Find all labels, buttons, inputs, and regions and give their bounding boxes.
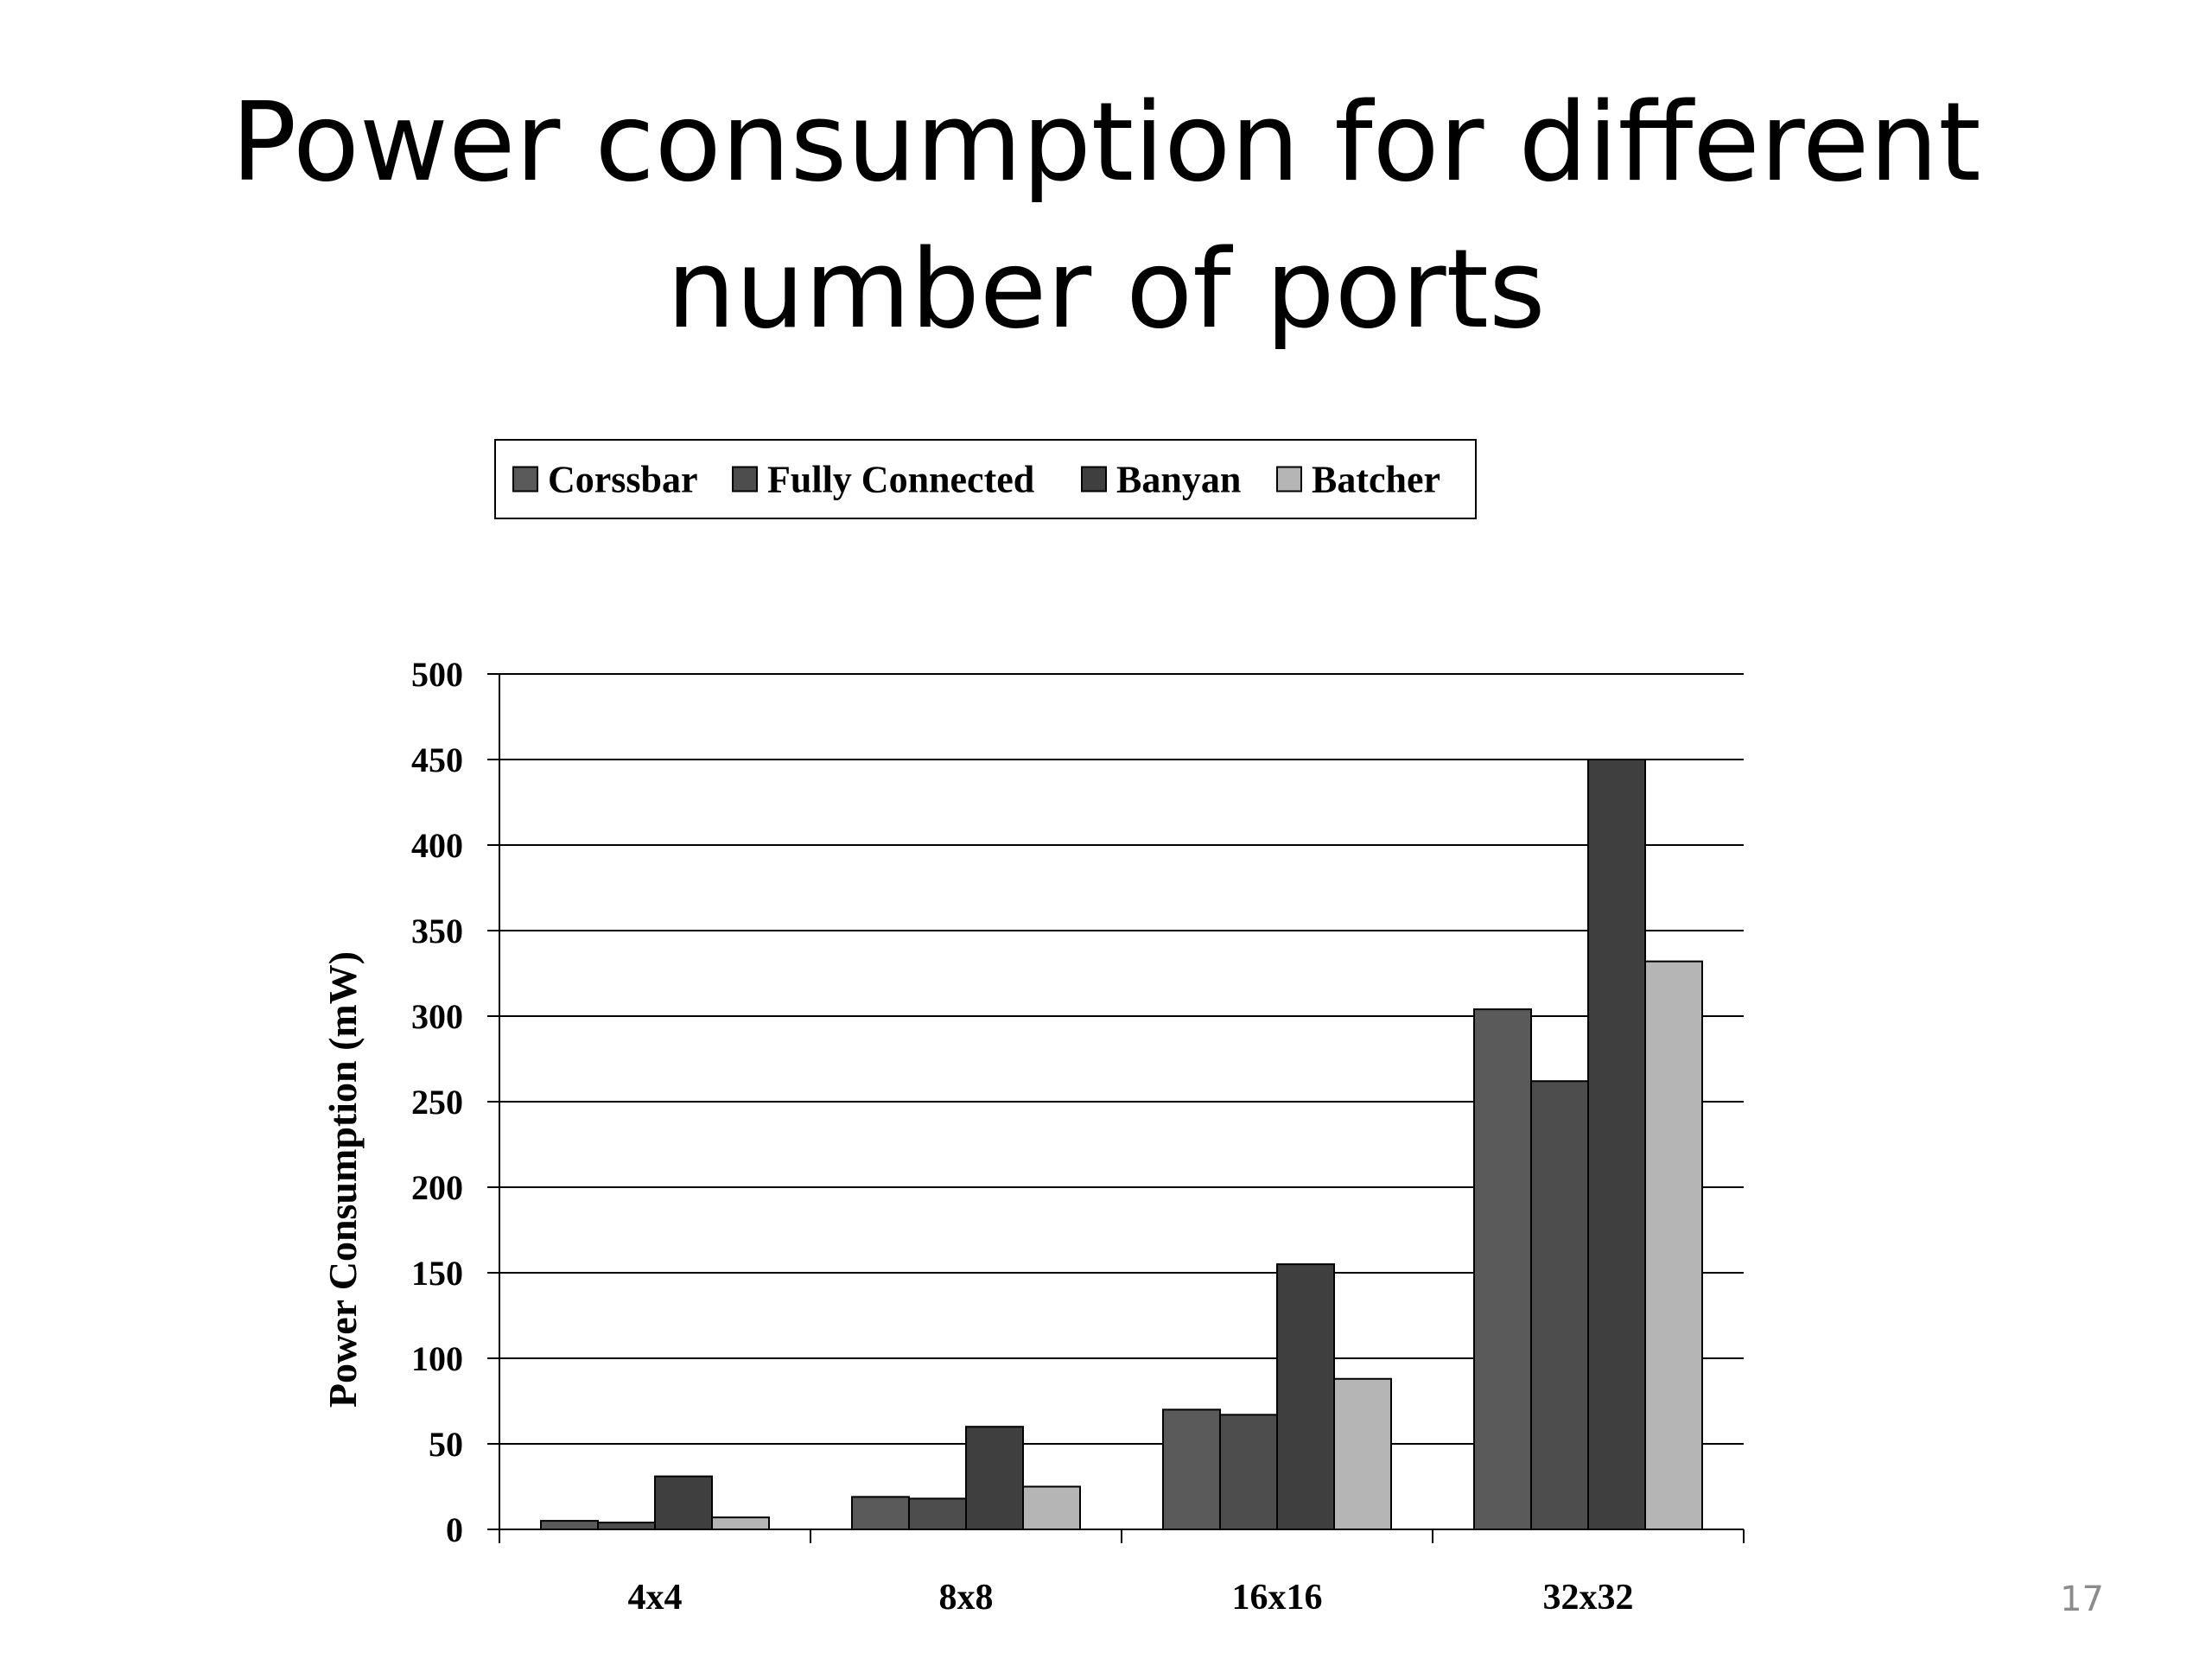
x-tick-label: 16x16 xyxy=(1232,1578,1323,1618)
legend-label: Corssbar xyxy=(548,459,698,501)
y-tick-label: 400 xyxy=(411,826,463,865)
y-tick-label: 250 xyxy=(411,1083,463,1122)
x-axis-ticks: 4x4 8x8 16x16 32x32 xyxy=(499,1529,1745,1618)
bar-fully-connected-4x4 xyxy=(597,1522,656,1530)
y-tick-label: 200 xyxy=(411,1168,463,1207)
bar-corssbar-4x4 xyxy=(540,1520,599,1530)
y-tick-label: 350 xyxy=(411,912,463,950)
chart-bars xyxy=(540,759,1703,1531)
bar-fully-connected-8x8 xyxy=(908,1497,967,1530)
legend-box xyxy=(494,439,1477,519)
y-tick-label: 0 xyxy=(446,1510,463,1549)
y-axis-ticks: 0 50 100 150 200 250 300 350 400 450 500 xyxy=(411,655,499,1549)
slide-title-line-1: Power consumption for different xyxy=(231,79,1981,206)
bar-banyan-4x4 xyxy=(654,1475,713,1530)
y-axis-label: Power Consumption (mW) xyxy=(321,951,365,1408)
x-tick-label: 32x32 xyxy=(1543,1578,1634,1618)
bar-corssbar-16x16 xyxy=(1162,1408,1221,1531)
chart-legend: Corssbar Fully Connected Banyan Batcher xyxy=(494,439,1477,519)
bar-batcher-4x4 xyxy=(711,1516,770,1531)
bar-fully-connected-32x32 xyxy=(1530,1080,1589,1530)
legend-label: Banyan xyxy=(1116,459,1241,501)
bar-batcher-16x16 xyxy=(1333,1377,1392,1531)
x-tick-label: 4x4 xyxy=(628,1578,683,1618)
y-tick-label: 50 xyxy=(429,1425,463,1464)
legend-label: Batcher xyxy=(1312,459,1440,501)
y-tick-label: 300 xyxy=(411,997,463,1036)
page-number: 17 xyxy=(2060,1580,2104,1619)
y-tick-label: 150 xyxy=(411,1254,463,1293)
legend-swatch xyxy=(1276,466,1302,493)
x-tick-label: 8x8 xyxy=(939,1578,994,1618)
legend-swatch xyxy=(512,466,538,493)
legend-swatch xyxy=(1081,466,1107,493)
bar-corssbar-32x32 xyxy=(1473,1008,1532,1530)
y-tick-label: 100 xyxy=(411,1339,463,1378)
bar-banyan-8x8 xyxy=(965,1426,1024,1530)
bar-corssbar-8x8 xyxy=(851,1496,910,1531)
legend-label: Fully Connected xyxy=(767,459,1034,501)
y-tick-label: 450 xyxy=(411,741,463,779)
slide-title: Power consumption for different number o… xyxy=(0,69,2212,363)
bar-batcher-8x8 xyxy=(1022,1485,1081,1530)
legend-swatch xyxy=(732,466,758,493)
slide-title-line-2: number of ports xyxy=(666,226,1546,353)
bar-fully-connected-16x16 xyxy=(1219,1414,1278,1530)
y-tick-label: 500 xyxy=(411,655,463,694)
bar-banyan-16x16 xyxy=(1276,1263,1335,1530)
bar-batcher-32x32 xyxy=(1644,960,1703,1530)
bar-banyan-32x32 xyxy=(1587,759,1646,1530)
